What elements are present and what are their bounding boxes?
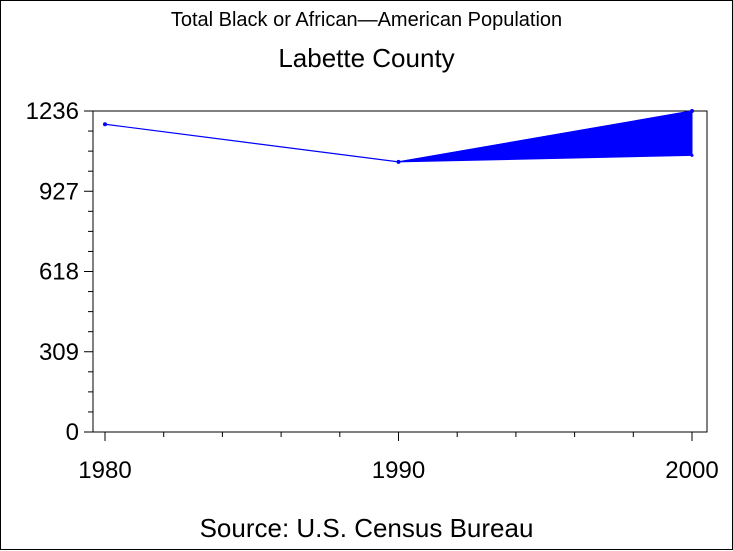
chart-subtitle: Labette County — [278, 43, 455, 73]
x-tick-label: 2000 — [665, 457, 718, 484]
y-tick-label: 309 — [39, 339, 79, 366]
y-tick-label: 0 — [66, 419, 79, 446]
band-end-point — [690, 153, 694, 157]
x-tick-label: 1980 — [78, 457, 131, 484]
plot-area — [92, 110, 708, 433]
source-note: Source: U.S. Census Bureau — [199, 513, 534, 543]
y-tick-label: 927 — [39, 178, 79, 205]
chart-title: Total Black or African—American Populati… — [170, 9, 563, 31]
data-point — [690, 109, 694, 113]
data-point — [396, 159, 401, 164]
y-tick-label: 1236 — [26, 98, 79, 125]
y-tick-label: 618 — [39, 259, 79, 286]
data-point — [103, 122, 107, 127]
x-tick-label: 1990 — [372, 457, 425, 484]
